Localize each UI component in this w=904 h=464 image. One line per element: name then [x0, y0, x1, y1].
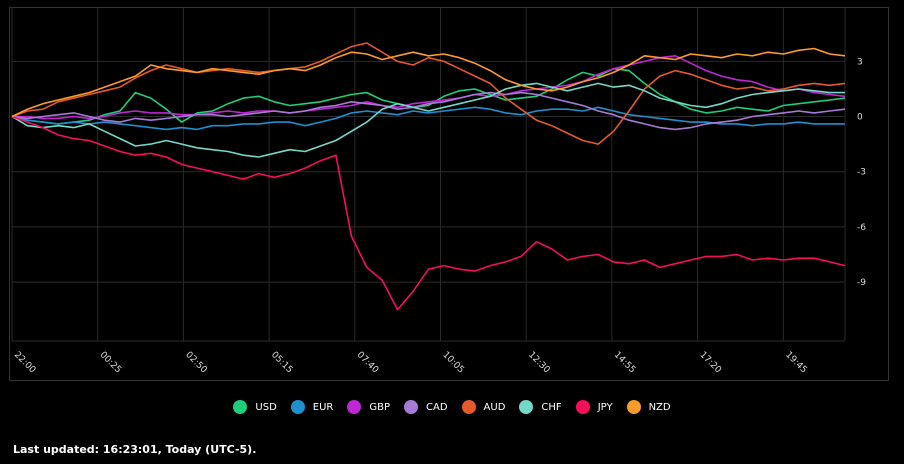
x-tick-label: 07:40 [355, 350, 381, 376]
legend-label: CHF [541, 401, 562, 413]
chart-frame: 3 0 -3 -6 -9 22:00 00:25 02:50 05:15 07:40 10:05 12… [9, 7, 889, 381]
y-tick-label: -9 [857, 278, 866, 288]
legend-label: NZD [648, 401, 671, 413]
y-tick-label: -6 [857, 223, 866, 233]
legend-item-chf[interactable]: CHF [519, 400, 562, 414]
grid [11, 8, 846, 342]
x-tick-label: 00:25 [98, 350, 123, 375]
last-updated-text: Last updated: 16:23:01, Today (UTC-5). [13, 443, 257, 456]
legend-color-dot [575, 400, 590, 414]
series-group [11, 42, 846, 311]
fx-line-chart: 3 0 -3 -6 -9 22:00 00:25 02:50 05:15 07:40 10:05 12… [11, 8, 866, 376]
series-line-aud [11, 42, 846, 145]
series-line-nzd [11, 47, 846, 118]
y-tick-label: 3 [857, 57, 863, 67]
legend-label: USD [255, 401, 277, 413]
legend-item-cad[interactable]: CAD [404, 400, 448, 414]
legend-color-dot [290, 400, 305, 414]
series-line-jpy [11, 115, 846, 311]
legend-item-aud[interactable]: AUD [461, 400, 506, 414]
y-tick-label: -3 [857, 168, 866, 178]
x-tick-label: 19:45 [783, 350, 808, 375]
x-tick-label: 22:00 [12, 350, 38, 376]
x-tick-label: 10:05 [440, 350, 465, 375]
x-tick-label: 05:15 [269, 350, 294, 375]
legend-label: JPY [597, 401, 613, 413]
x-tick-label: 17:20 [697, 350, 723, 376]
legend-item-jpy[interactable]: JPY [575, 400, 613, 414]
series-line-eur [11, 106, 845, 131]
legend-color-dot [519, 400, 534, 414]
series-line-chf [11, 82, 845, 158]
legend-color-dot [404, 400, 419, 414]
series-line-cad [11, 91, 846, 131]
x-tick-label: 12:30 [526, 350, 552, 376]
y-tick-label: 0 [857, 113, 863, 123]
legend-color-dot [347, 400, 362, 414]
series-line-gbp [12, 54, 846, 120]
legend-color-dot [461, 400, 476, 414]
legend-item-usd[interactable]: USD [233, 400, 277, 414]
x-tick-label: 02:50 [183, 350, 209, 376]
legend-color-dot [626, 400, 641, 414]
legend-label: CAD [426, 401, 448, 413]
x-tick-label: 14:55 [612, 350, 637, 375]
legend-label: GBP [369, 401, 391, 413]
legend-item-nzd[interactable]: NZD [626, 400, 671, 414]
legend-label: EUR [312, 401, 334, 413]
legend-label: AUD [483, 401, 506, 413]
legend-item-eur[interactable]: EUR [290, 400, 334, 414]
chart-legend: USD EUR GBP CAD AUD CHF JPY NZD [0, 400, 904, 414]
series-line-usd [11, 67, 846, 125]
legend-color-dot [233, 400, 248, 414]
legend-item-gbp[interactable]: GBP [347, 400, 390, 414]
